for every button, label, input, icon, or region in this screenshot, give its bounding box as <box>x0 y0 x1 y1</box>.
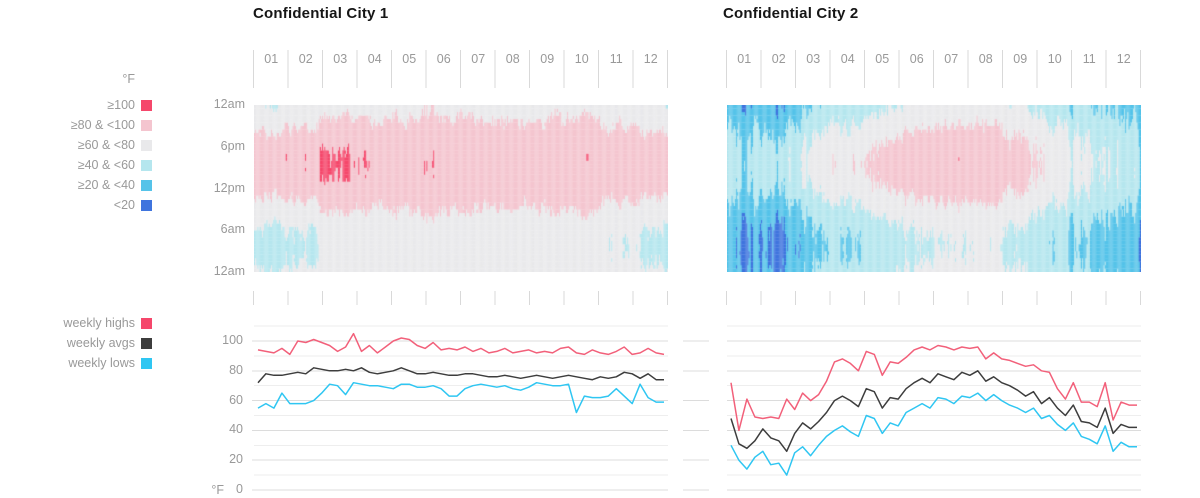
month-label: 10 <box>574 52 589 66</box>
month-label: 07 <box>944 52 959 66</box>
temperature-tick-label: 80 <box>229 362 243 377</box>
month-label: 09 <box>1013 52 1028 66</box>
month-label: 08 <box>505 52 520 66</box>
time-label: 12am <box>213 264 245 278</box>
heatmap-legend-label: <20 <box>113 198 135 212</box>
line-legend-swatch <box>141 358 152 369</box>
heatmap-legend-label: ≥40 & <60 <box>77 158 135 172</box>
heatmap-legend-unit: °F <box>122 72 135 86</box>
month-label: 12 <box>1116 52 1131 66</box>
month-label: 03 <box>806 52 821 66</box>
month-label: 11 <box>609 52 623 66</box>
month-label: 11 <box>1082 52 1096 66</box>
chart-title-city2: Confidential City 2 <box>723 5 859 22</box>
heatmap-legend-swatch <box>141 120 152 131</box>
time-label: 6pm <box>220 138 245 153</box>
month-label: 05 <box>402 52 417 66</box>
heatmap-city2 <box>727 105 1141 272</box>
line-legend-label: weekly lows <box>68 356 135 370</box>
series-weekly-highs <box>257 332 665 356</box>
time-label: 6am <box>220 222 245 237</box>
month-label: 09 <box>540 52 555 66</box>
line-legend-swatch <box>141 338 152 349</box>
month-label: 01 <box>264 52 279 66</box>
series-weekly-avgs <box>730 370 1137 453</box>
month-label: 04 <box>840 52 855 66</box>
month-label: 01 <box>737 52 752 66</box>
temperature-tick-label: 40 <box>229 422 243 437</box>
heatmap-legend-swatch <box>141 180 152 191</box>
time-label: 12am <box>213 97 245 111</box>
heatmap-legend-label: ≥80 & <100 <box>70 118 135 132</box>
month-label: 06 <box>909 52 924 66</box>
heatmap-legend-swatch <box>141 140 152 151</box>
line-legend-swatch <box>141 318 152 329</box>
series-weekly-lows <box>257 381 664 414</box>
month-label: 08 <box>978 52 993 66</box>
month-label: 06 <box>436 52 451 66</box>
line-legend-label: weekly avgs <box>66 336 135 350</box>
month-label: 02 <box>771 52 786 66</box>
heatmap-legend-swatch <box>141 160 152 171</box>
month-label: 12 <box>643 52 658 66</box>
heatmap-legend-label: ≥60 & <80 <box>77 138 135 152</box>
month-label: 05 <box>875 52 890 66</box>
temperature-tick-label: 20 <box>229 452 243 467</box>
month-label: 10 <box>1047 52 1062 66</box>
heatmap-city1 <box>254 105 668 272</box>
heatmap-legend-swatch <box>141 200 152 211</box>
line-legend-label: weekly highs <box>63 316 135 330</box>
month-label: 04 <box>367 52 382 66</box>
month-label: 03 <box>333 52 348 66</box>
month-label: 02 <box>298 52 313 66</box>
series-weekly-lows <box>730 392 1137 476</box>
temperature-tick-label: 60 <box>229 392 243 407</box>
series-weekly-avgs <box>257 367 664 384</box>
time-label: 12pm <box>213 180 245 195</box>
heatmap-legend-label: ≥20 & <40 <box>77 178 135 192</box>
temperature-tick-label: 0 <box>236 482 243 496</box>
chart-title-city1: Confidential City 1 <box>253 5 389 22</box>
series-weekly-highs <box>730 344 1137 432</box>
heatmap-legend-label: ≥100 <box>107 98 135 112</box>
month-label: 07 <box>471 52 486 66</box>
line-axis-unit: °F <box>211 483 224 497</box>
heatmap-legend-swatch <box>141 100 152 111</box>
temperature-tick-label: 100 <box>222 333 243 347</box>
